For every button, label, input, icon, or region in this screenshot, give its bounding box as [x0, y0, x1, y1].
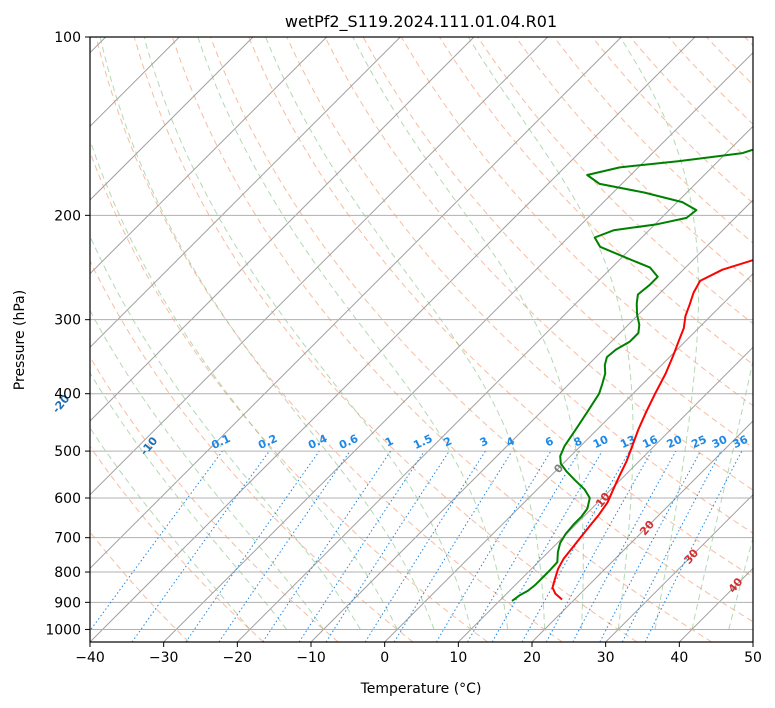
chart-title: wetPf2_S119.2024.111.01.04.R01	[285, 12, 557, 32]
x-tick-label: 30	[597, 650, 615, 666]
mixing-ratio-line	[298, 450, 425, 642]
temperature-profile-line	[551, 259, 753, 601]
isotherm-line	[90, 37, 328, 275]
dry-adiabat-line	[133, 37, 638, 642]
mixing-ratio-label: 30	[710, 433, 730, 451]
moist-adiabat-line	[143, 37, 472, 630]
mixing-ratio-line	[545, 450, 653, 642]
moist-adiabat-line	[691, 358, 753, 630]
x-tick-label: 40	[670, 650, 688, 666]
dry-adiabat-line	[171, 37, 712, 642]
dry-adiabat-line	[515, 37, 753, 284]
mixing-ratio-label: 25	[689, 433, 708, 451]
x-tick-label: −40	[75, 650, 105, 666]
sounding-profiles	[511, 148, 753, 602]
isotherm-line	[605, 493, 753, 642]
x-tick-label: −20	[223, 650, 253, 666]
y-tick-label: 700	[54, 531, 81, 547]
mixing-ratio-line	[262, 450, 392, 642]
mixing-ratio-label: 36	[731, 433, 751, 451]
y-axis: 100 200 300 400 500 600 700 800 900 1000	[45, 30, 90, 638]
moist-adiabat-line	[90, 309, 324, 630]
x-tick-label: −10	[296, 650, 326, 666]
dry-adiabat-line	[90, 445, 264, 642]
thermodynamic-lines	[90, 37, 753, 642]
y-tick-label: 600	[54, 491, 81, 507]
x-axis-label: Temperature (°C)	[360, 681, 482, 697]
isotherm-line	[531, 420, 753, 642]
dry-adiabat-line	[90, 356, 339, 642]
mixing-ratio-line	[521, 450, 630, 642]
isotherm-line	[236, 125, 753, 642]
moist-adiabat-line	[352, 37, 584, 630]
dry-adiabat-line	[324, 37, 753, 491]
mixing-ratio-line	[131, 450, 270, 642]
isotherm-line	[90, 37, 696, 642]
isotherm-line	[90, 37, 475, 422]
isotherm-line	[310, 199, 753, 642]
moist-adiabat-line	[90, 235, 361, 630]
isotherm-line	[90, 37, 401, 349]
x-tick-label: 20	[523, 650, 541, 666]
y-tick-label: 500	[54, 444, 81, 460]
mixing-ratio-line	[90, 450, 223, 632]
x-axis: −40 −30 −20 −10 0 10 20 30 40 50	[75, 642, 762, 666]
y-tick-label: 800	[54, 565, 81, 581]
moist-adiabat-line	[90, 371, 288, 630]
mixing-ratio-line	[572, 450, 677, 642]
isotherm-line	[90, 37, 622, 570]
x-tick-label: 50	[744, 650, 762, 666]
moist-adiabat-line	[619, 37, 699, 630]
y-axis-label: Pressure (hPa)	[12, 290, 28, 390]
dewpoint-profile-line	[511, 148, 753, 602]
mixing-ratio-line	[325, 450, 450, 642]
moist-adiabat-line	[197, 37, 509, 630]
dry-adiabat-line	[210, 37, 753, 623]
mixing-ratio-line	[393, 450, 513, 642]
x-tick-label: −30	[149, 650, 179, 666]
moist-adiabat-line	[99, 37, 435, 630]
isotherm-line	[384, 272, 753, 642]
mixing-ratio-label: 10	[591, 433, 611, 451]
y-tick-label: 200	[54, 208, 81, 224]
y-tick-label: 100	[54, 30, 81, 46]
moist-adiabat-line	[90, 138, 398, 630]
y-tick-label: 900	[54, 595, 81, 611]
isotherm-line	[163, 51, 753, 642]
mixing-ratio-line	[218, 450, 351, 642]
plot-frame	[89, 36, 754, 643]
isotherm-line	[457, 346, 753, 642]
isotherm-line	[90, 37, 254, 201]
isotherm-line	[90, 37, 549, 496]
mixing-ratio-label: 16	[640, 433, 660, 451]
y-tick-label: 300	[54, 313, 81, 329]
dry-adiabat-line	[248, 37, 753, 578]
y-tick-label: 1000	[45, 622, 81, 638]
x-tick-label: 10	[449, 650, 467, 666]
dry-adiabat-line	[286, 37, 753, 534]
moist-adiabat-line	[90, 427, 251, 630]
moist-adiabat-line	[265, 37, 546, 630]
mixing-ratio-label: 20	[665, 433, 685, 451]
mixing-ratio-line	[185, 450, 320, 642]
moist-adiabat-line	[467, 37, 634, 630]
x-tick-label: 0	[380, 650, 389, 666]
dry-adiabat-line	[90, 259, 414, 642]
y-tick-label: 400	[54, 387, 81, 403]
dry-adiabat-line	[95, 37, 563, 642]
mixing-ratio-line	[644, 450, 743, 642]
moist-adiabat-line	[728, 536, 753, 630]
